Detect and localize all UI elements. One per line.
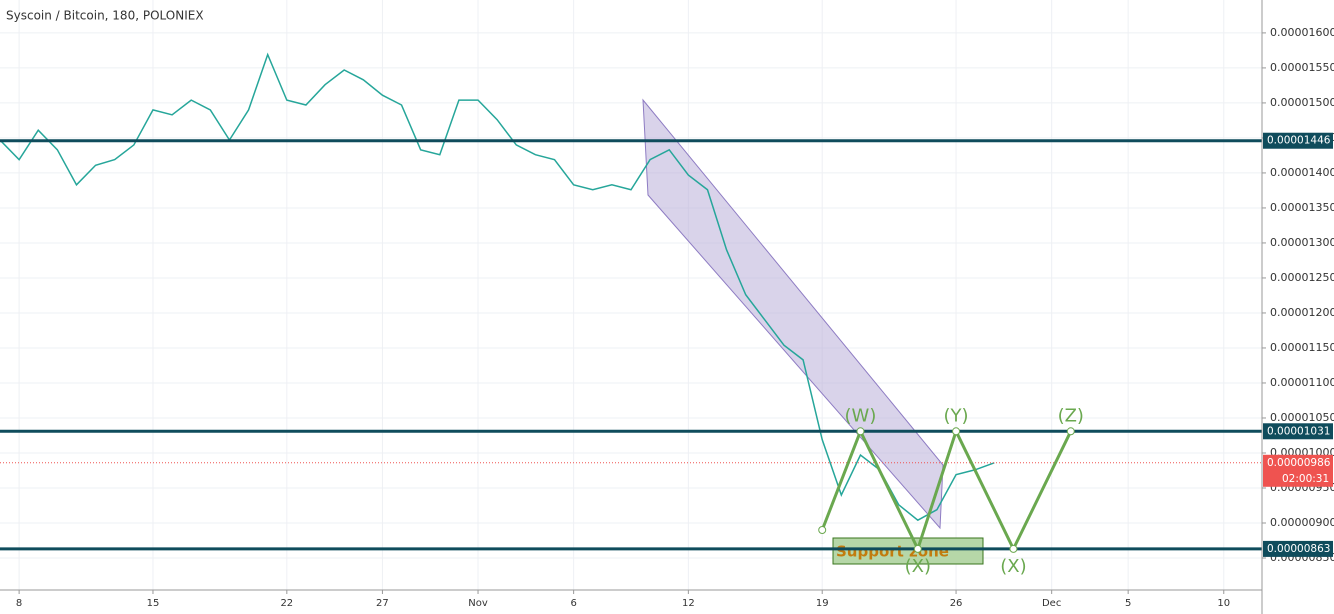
y-tick-label: 0.00001350 [1270, 201, 1334, 214]
x-tick-label: 6 [570, 598, 576, 609]
wave-label: (Z) [1058, 405, 1084, 426]
support-zone [832, 537, 984, 565]
y-tick-label: 0.00001150 [1270, 341, 1334, 354]
level-label: 0.00001031 [1267, 425, 1330, 437]
last-price-label: 0.00000986 [1267, 457, 1331, 469]
wave-point [1066, 427, 1075, 436]
countdown: 02:00:31 [1282, 473, 1329, 485]
y-tick-label: 0.00001050 [1270, 411, 1334, 424]
x-tick-label: 8 [16, 598, 22, 609]
level-tag [1263, 423, 1333, 440]
wave-label: (X) [1000, 556, 1026, 577]
level-tag [1263, 132, 1333, 149]
level-label: 0.00000863 [1267, 543, 1330, 555]
x-tick-label: 19 [816, 598, 829, 609]
x-tick-label: 15 [147, 598, 160, 609]
wave-point [856, 427, 865, 436]
y-tick-label: 0.00001100 [1270, 376, 1334, 389]
x-tick-label: 26 [950, 598, 963, 609]
y-tick-label: 0.00001300 [1270, 236, 1334, 249]
level-label: 0.00001446 [1267, 135, 1331, 147]
y-tick-label: 0.00001550 [1270, 61, 1334, 74]
wave-line [820, 427, 1073, 553]
wave-point [952, 427, 961, 436]
channel [642, 98, 944, 530]
y-tick-label: 0.00001600 [1270, 26, 1334, 39]
wave-point [1009, 544, 1018, 553]
zone-label: Support zone [836, 543, 949, 561]
chart-title: Syscoin / Bitcoin, 180, POLONIEX [6, 9, 204, 23]
axis: 0.000008500.000009000.000009500.00001000… [16, 26, 1334, 609]
y-tick-label: 0.00001500 [1270, 96, 1334, 109]
level-tag [1263, 540, 1333, 557]
wave-label: (X) [905, 556, 931, 577]
x-tick-label: Nov [468, 598, 488, 609]
x-tick-label: 10 [1217, 598, 1230, 609]
wave-label: (Y) [944, 405, 969, 426]
y-tick-label: 0.00001200 [1270, 306, 1334, 319]
x-tick-label: Dec [1042, 598, 1061, 609]
wave-label: (W) [845, 405, 877, 426]
grid [0, 0, 1262, 590]
x-tick-label: 22 [280, 598, 293, 609]
wave-point [913, 544, 922, 553]
y-tick-label: 0.00001250 [1270, 271, 1334, 284]
wave-point [818, 525, 827, 534]
last-price-tag [1263, 454, 1333, 487]
y-tick-label: 0.00001400 [1270, 166, 1334, 179]
x-tick-label: 12 [682, 598, 695, 609]
plot: (W) (X) (Y) (X) (Z) [0, 52, 1262, 577]
x-tick-label: 5 [1125, 598, 1131, 609]
y-tick-label: 0.00000900 [1270, 516, 1334, 529]
price-line [0, 52, 995, 522]
x-tick-label: 27 [376, 598, 389, 609]
